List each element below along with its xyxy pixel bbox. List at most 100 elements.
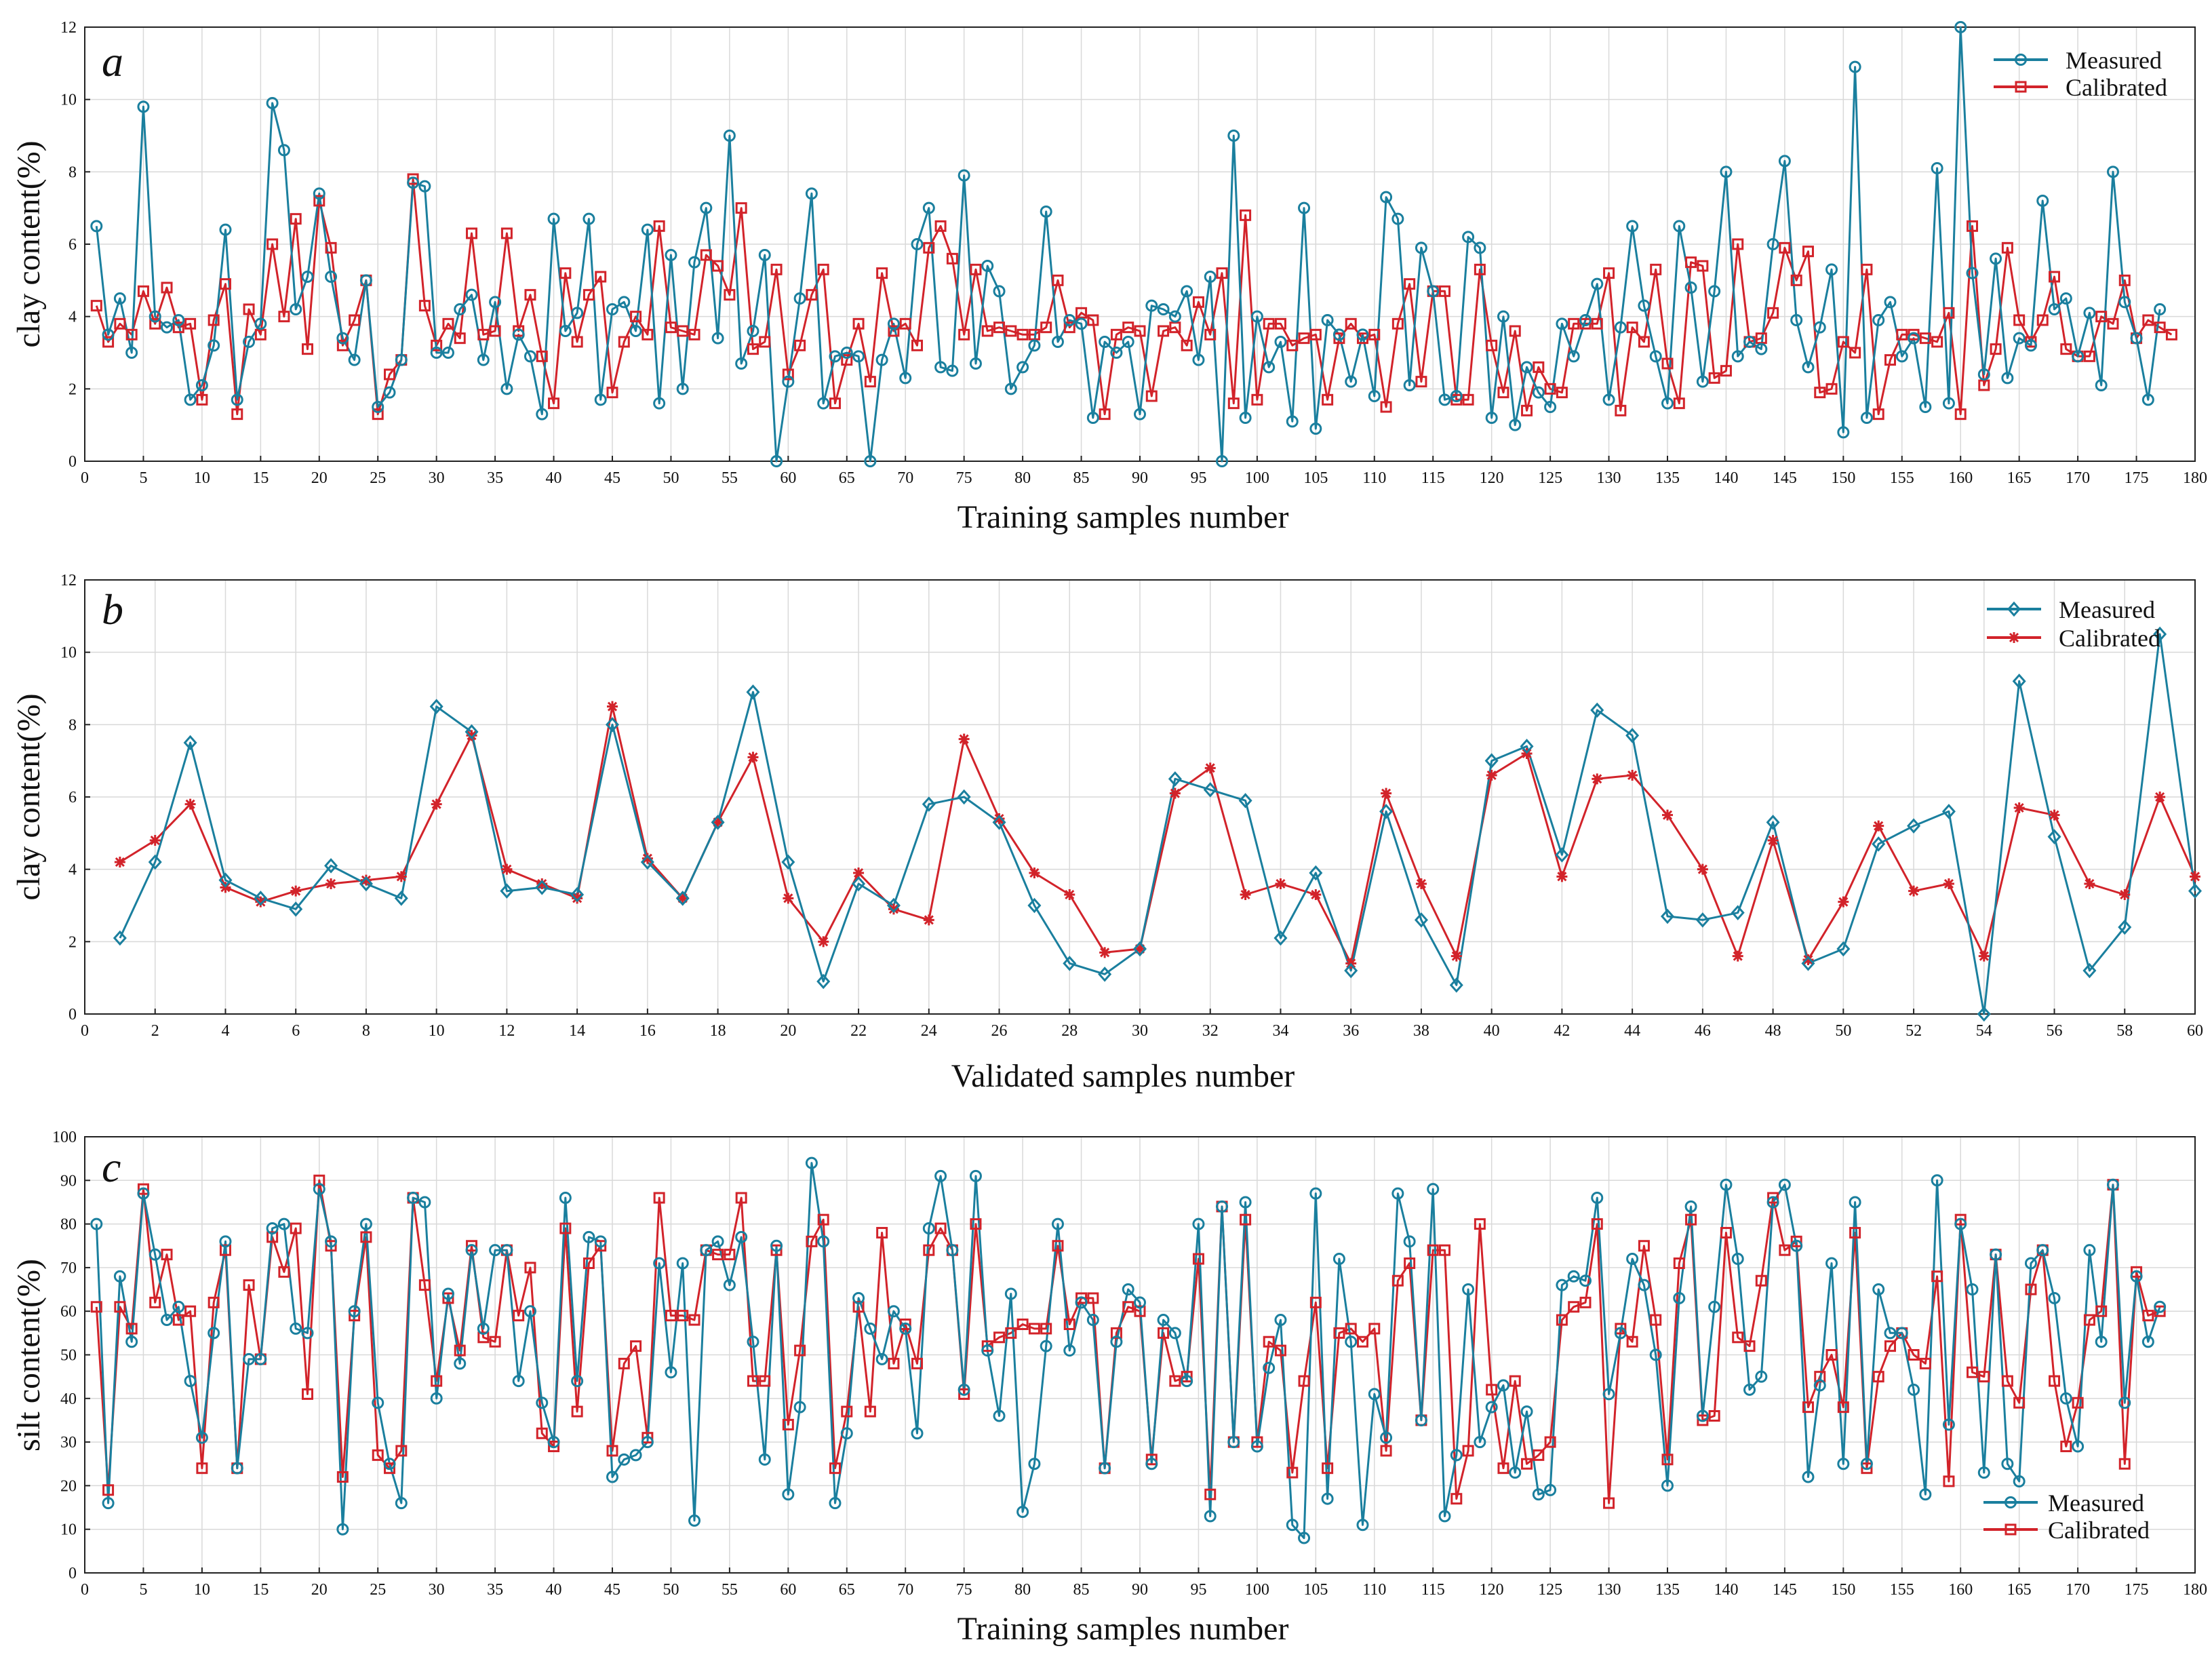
data-point-calibrated (1626, 1336, 1638, 1348)
data-point-calibrated (1204, 762, 1216, 774)
data-point-measured (1931, 1174, 1943, 1187)
data-point-measured (535, 880, 549, 895)
data-point-measured (1908, 1383, 1920, 1396)
data-point-calibrated (618, 336, 630, 348)
x-tick-label: 160 (1948, 469, 1973, 487)
data-point-calibrated (876, 1226, 888, 1239)
data-point-calibrated (747, 343, 759, 355)
data-point-calibrated (184, 1305, 197, 1317)
panel-b-legend-measured-label: Measured (2059, 596, 2155, 623)
x-tick-label: 24 (921, 1022, 937, 1040)
data-point-calibrated (325, 1240, 337, 1252)
data-point-calibrated (536, 1427, 548, 1439)
data-point-calibrated (524, 289, 536, 301)
data-point-measured (266, 97, 279, 109)
data-point-measured (641, 223, 654, 236)
data-point-measured (1625, 728, 1640, 743)
data-point-calibrated (1697, 863, 1708, 875)
data-point-calibrated (255, 896, 266, 908)
data-point-calibrated (1158, 1327, 1170, 1339)
y-tick-label: 2 (68, 933, 77, 951)
data-point-measured (1790, 314, 1803, 326)
data-point-calibrated (1743, 1340, 1756, 1352)
series-line-measured (95, 26, 2161, 463)
data-point-calibrated (1919, 1357, 1931, 1369)
data-point-calibrated (1872, 408, 1884, 421)
data-point-measured (1016, 1505, 1029, 1518)
data-point-calibrated (372, 1449, 384, 1461)
data-point-calibrated (1145, 390, 1158, 402)
data-point-measured (90, 1217, 103, 1230)
data-point-calibrated (1884, 1340, 1896, 1352)
data-point-measured (500, 883, 514, 899)
x-tick-label: 0 (81, 1022, 89, 1040)
data-point-measured (641, 1436, 654, 1449)
data-point-calibrated (1708, 372, 1720, 384)
data-point-measured (1216, 455, 1229, 467)
data-point-calibrated (595, 1240, 607, 1252)
data-point-measured (957, 1383, 970, 1396)
data-point-measured (1743, 336, 1756, 348)
data-point-calibrated (442, 317, 454, 330)
data-point-calibrated (1240, 209, 1252, 221)
y-tick-label: 10 (60, 92, 77, 109)
data-point-measured (1485, 1401, 1498, 1414)
data-point-measured (1825, 1257, 1838, 1270)
data-point-measured (254, 317, 267, 330)
data-point-measured (1309, 865, 1323, 881)
data-point-measured (1027, 897, 1042, 914)
x-tick-label: 130 (1597, 1581, 1621, 1599)
data-point-measured (465, 724, 479, 740)
data-point-measured (1813, 1379, 1826, 1392)
data-point-measured (1837, 1458, 1850, 1470)
data-point-measured (1122, 1283, 1134, 1296)
data-point-calibrated (1732, 1331, 1744, 1344)
data-point-calibrated (1169, 787, 1181, 799)
data-point-calibrated (2118, 1458, 2131, 1470)
data-point-calibrated (1380, 401, 1392, 413)
data-point-calibrated (172, 321, 184, 334)
data-point-calibrated (2025, 1283, 2037, 1295)
x-tick-label: 165 (2007, 469, 2032, 487)
x-tick-label: 40 (1484, 1022, 1500, 1040)
data-point-measured (653, 397, 666, 410)
data-point-calibrated (2036, 314, 2049, 326)
data-point-measured (875, 353, 888, 366)
x-tick-label: 5 (139, 1581, 147, 1599)
data-point-measured (2024, 339, 2037, 352)
data-point-measured (1192, 1217, 1205, 1230)
data-point-calibrated (208, 1296, 220, 1308)
data-point-calibrated (1685, 1213, 1697, 1226)
data-point-calibrated (1861, 263, 1873, 275)
data-point-calibrated (418, 300, 431, 312)
data-point-measured (1497, 1379, 1509, 1392)
data-point-calibrated (1040, 1323, 1052, 1335)
panel-c-legend: Measured Calibrated (1983, 1489, 2150, 1544)
data-point-calibrated (349, 314, 361, 326)
data-point-calibrated (466, 227, 478, 239)
data-point-measured (1895, 1327, 1908, 1340)
data-point-calibrated (1720, 365, 1732, 377)
data-point-measured (325, 271, 338, 283)
data-point-measured (2012, 674, 2026, 689)
data-point-calibrated (1286, 339, 1299, 351)
data-point-calibrated (1309, 328, 1322, 340)
data-point-calibrated (747, 752, 759, 763)
x-tick-label: 56 (2047, 1022, 2063, 1040)
data-point-measured (1110, 347, 1123, 359)
data-point-measured (899, 372, 912, 385)
legend-marker-measured (2007, 601, 2021, 617)
data-point-calibrated (1087, 314, 1099, 326)
data-point-measured (1708, 1300, 1721, 1313)
data-point-calibrated (970, 263, 982, 275)
data-point-measured (1132, 941, 1147, 957)
x-tick-label: 60 (780, 469, 796, 487)
data-point-measured (1720, 165, 1733, 178)
x-tick-label: 36 (1343, 1022, 1359, 1040)
x-tick-label: 40 (546, 469, 562, 487)
data-point-calibrated (2013, 802, 2025, 813)
panel-c-x-ticks: 0 5 10 15 20 25 30 35 40 45 50 55 60 65 70 75 80 85 90 95 10… (81, 1567, 2207, 1599)
data-point-calibrated (653, 1192, 665, 1204)
x-tick-label: 54 (1976, 1022, 1992, 1040)
data-point-calibrated (1533, 361, 1545, 373)
